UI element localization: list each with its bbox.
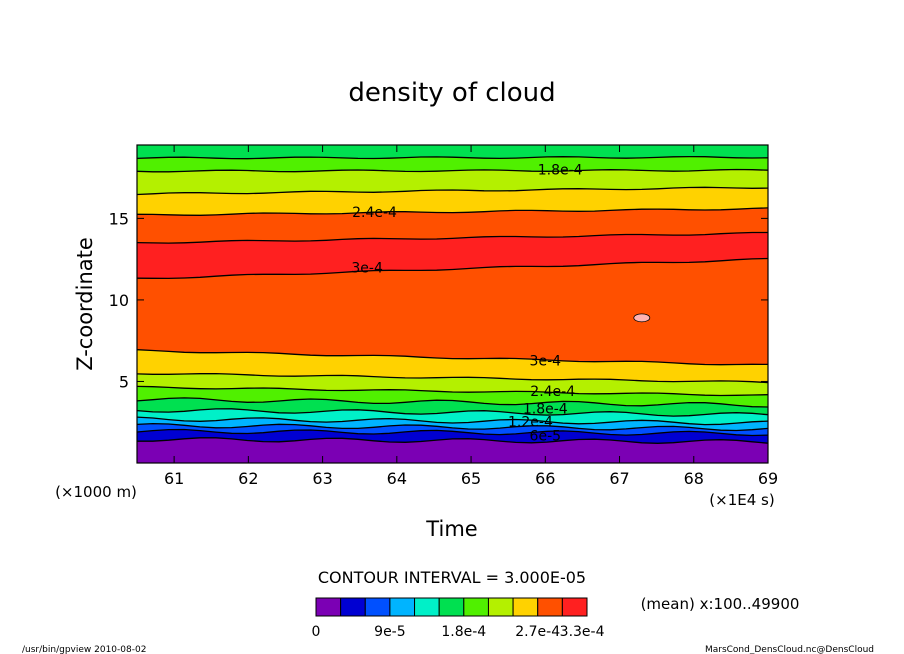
- colorbar-label-3: 2.7e-4: [515, 624, 560, 640]
- x-tick-label-1: 62: [238, 469, 258, 488]
- x-tick-label-4: 65: [461, 469, 481, 488]
- contour-label-2: 3e-4: [351, 260, 383, 276]
- contour-labels: 1.8e-42.4e-43e-43e-42.4e-41.8e-41.2e-46e…: [351, 162, 582, 444]
- colorbar-cell-10: [561, 597, 588, 617]
- footer-right-text: MarsCond_DensCloud.nc@DensCloud: [705, 645, 874, 654]
- colorbar-label-1: 9e-5: [374, 624, 405, 640]
- plot-frame: [136, 144, 769, 464]
- colorbar-cell-0: [315, 597, 342, 617]
- contour-line-11: [136, 231, 768, 244]
- contour-line-10: [136, 257, 769, 280]
- contour-line-15: [136, 155, 769, 160]
- colorbar-cell-8: [512, 597, 539, 617]
- y-unit-label: (×1000 m): [55, 483, 137, 501]
- plot-area: [136, 145, 769, 463]
- colorbar: [315, 597, 588, 617]
- contour-line-6: [136, 397, 769, 408]
- y-tick-label-0: 5: [119, 372, 129, 391]
- band-15: [137, 145, 768, 159]
- x-tick-label-6: 67: [609, 469, 629, 488]
- band-6: [137, 386, 768, 407]
- colorbar-cell-1: [340, 597, 366, 617]
- band-4: [137, 408, 768, 425]
- contour-line-3: [136, 422, 769, 432]
- contour-label-3: 3e-4: [530, 353, 562, 369]
- band-10: [137, 232, 768, 279]
- contour-line-7: [136, 385, 769, 397]
- y-tick-label-1: 10: [109, 291, 129, 310]
- x-axis-ticks: 61 62 63 64 65 66 67 68 69: [164, 145, 778, 488]
- y-tick-label-2: 15: [109, 209, 129, 228]
- contour-label-5: 1.8e-4: [523, 401, 568, 417]
- colorbar-cell-7: [487, 597, 514, 617]
- contour-line-9: [136, 349, 769, 366]
- colorbar-label-2: 1.8e-4: [441, 624, 486, 640]
- contour-label-7: 6e-5: [530, 428, 561, 444]
- contour-line-13: [136, 186, 769, 196]
- contour-line-14: [136, 168, 769, 173]
- contour-label-6: 1.2e-4: [508, 414, 553, 430]
- band-12: [137, 187, 768, 216]
- x-tick-label-7: 68: [684, 469, 704, 488]
- peak-blob: [633, 313, 651, 323]
- footer-left-text: /usr/bin/gpview 2010-08-02: [22, 645, 146, 654]
- band-2: [137, 423, 768, 436]
- colorbar-label-0: 0: [312, 624, 321, 640]
- band-7: [137, 373, 768, 396]
- x-tick-label-5: 66: [535, 469, 555, 488]
- band-14: [137, 156, 768, 172]
- x-tick-label-2: 63: [312, 469, 332, 488]
- contour-line-1: [137, 437, 769, 444]
- contour-line-8: [136, 372, 769, 384]
- contour-label-0: 1.8e-4: [538, 162, 583, 178]
- colorbar-labels: 0 9e-5 1.8e-4 2.7e-4 3.3e-4: [312, 624, 605, 640]
- colorbar-cell-6: [463, 597, 489, 617]
- band-9: [137, 258, 768, 365]
- x-unit-label: (×1E4 s): [709, 491, 774, 509]
- contour-label-1: 2.4e-4: [352, 205, 397, 221]
- colorbar-cell-3: [389, 597, 416, 617]
- contour-label-4: 2.4e-4: [530, 384, 575, 400]
- x-tick-label-8: 69: [758, 469, 778, 488]
- band-13: [137, 169, 768, 195]
- band-8: [137, 349, 768, 383]
- contour-line-5: [136, 408, 769, 417]
- colorbar-cell-4: [414, 597, 440, 617]
- colorbar-cell-5: [438, 597, 465, 617]
- contour-interval-text: CONTOUR INTERVAL = 3.000E-05: [318, 568, 586, 587]
- colorbar-cell-9: [537, 597, 563, 617]
- colorbar-cell-2: [364, 597, 391, 617]
- y-axis-ticks: 5 10 15: [109, 209, 768, 391]
- x-tick-label-3: 64: [387, 469, 407, 488]
- x-axis-label: Time: [425, 517, 477, 541]
- colorbar-label-4: 3.3e-4: [560, 624, 605, 640]
- mean-range-text: (mean) x:100..49900: [641, 595, 800, 613]
- chart-title: density of cloud: [348, 78, 555, 108]
- band-0: [137, 437, 768, 463]
- contour-line-12: [136, 207, 769, 216]
- x-tick-label-0: 61: [164, 469, 184, 488]
- y-axis-label: Z-coordinate: [73, 237, 97, 371]
- contour-line-4: [136, 416, 769, 426]
- contour-line-2: [136, 428, 769, 437]
